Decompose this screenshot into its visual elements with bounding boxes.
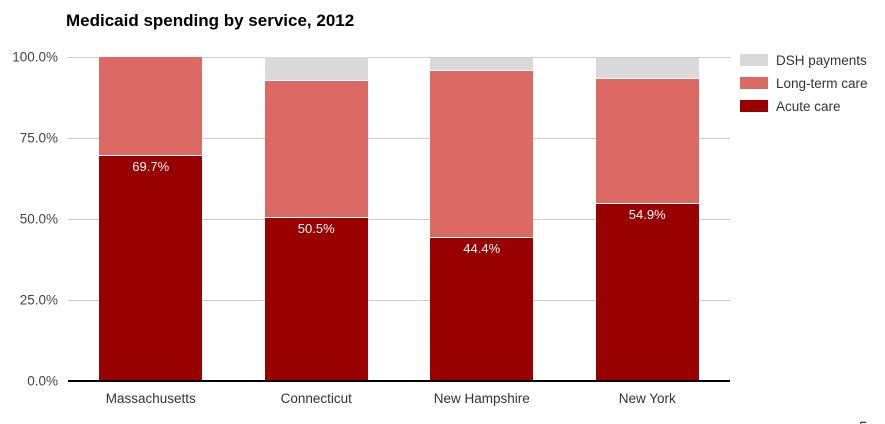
x-axis-category-label-new-hampshire: New Hampshire xyxy=(433,391,530,406)
x-axis-line xyxy=(68,380,730,382)
legend-item-long-term-care: Long-term care xyxy=(740,75,880,91)
segment-acute-care-new-york[interactable]: 54.9% xyxy=(595,203,699,381)
bar-connecticut: 50.5% xyxy=(264,57,368,381)
segment-long-term-care-massachusetts[interactable] xyxy=(99,57,203,156)
gridline-25 xyxy=(68,300,730,301)
bar-slot-new-hampshire: 44.4% xyxy=(399,57,565,381)
bar-slot-connecticut: 50.5% xyxy=(234,57,400,381)
gridline-50 xyxy=(68,219,730,220)
segment-acute-care-connecticut[interactable]: 50.5% xyxy=(264,217,368,381)
x-axis-category-label-connecticut: Connecticut xyxy=(280,391,352,406)
bar-new-hampshire: 44.4% xyxy=(430,58,534,381)
x-axis-category-label-massachusetts: Massachusetts xyxy=(105,391,196,406)
legend-swatch-acute-care xyxy=(740,100,768,112)
legend-label: DSH payments xyxy=(776,52,867,68)
y-axis: 100.0% 75.0% 50.0% 25.0% 0.0% xyxy=(0,50,58,389)
chart-title: Medicaid spending by service, 2012 xyxy=(66,11,355,30)
legend-item-dsh-payments: DSH payments xyxy=(740,52,880,68)
segment-long-term-care-connecticut[interactable] xyxy=(264,80,368,218)
legend-swatch-dsh-payments xyxy=(740,54,768,66)
y-axis-tick-label: 75.0% xyxy=(19,130,58,146)
plot-area xyxy=(68,57,730,381)
bar-new-york: 54.9% xyxy=(595,58,699,381)
segment-acute-care-massachusetts[interactable]: 69.7% xyxy=(99,155,203,381)
legend-label: Acute care xyxy=(776,98,841,114)
segment-dsh-payments-new-hampshire[interactable] xyxy=(430,58,534,70)
segment-dsh-payments-connecticut[interactable] xyxy=(264,57,368,80)
bar-value-label: 44.4% xyxy=(463,241,501,257)
gridline-100 xyxy=(68,57,730,58)
legend: DSH payments Long-term care Acute care xyxy=(740,52,880,123)
x-axis-category-labels: Massachusetts Connecticut New Hampshire New… xyxy=(68,391,730,406)
x-axis-category-label-new-york: New York xyxy=(618,391,676,406)
y-axis-tick-label: 100.0% xyxy=(12,49,58,65)
bar-slot-massachusetts: 69.7% xyxy=(68,57,234,381)
legend-item-acute-care: Acute care xyxy=(740,98,880,114)
y-axis-tick-label: 25.0% xyxy=(19,292,58,308)
bar-value-label: 50.5% xyxy=(297,221,335,237)
bars-row: 69.7% 50.5% 44.4% 54.9% xyxy=(68,57,730,381)
legend-swatch-long-term-care xyxy=(740,77,768,89)
segment-acute-care-new-hampshire[interactable]: 44.4% xyxy=(430,237,534,381)
y-axis-tick-label: 50.0% xyxy=(19,211,58,227)
bar-massachusetts: 69.7% xyxy=(99,57,203,381)
bar-value-label: 54.9% xyxy=(628,207,666,223)
y-axis-tick-label: 0.0% xyxy=(27,373,58,389)
segment-long-term-care-new-york[interactable] xyxy=(595,77,699,204)
bar-slot-new-york: 54.9% xyxy=(565,57,731,381)
gridline-75 xyxy=(68,138,730,139)
legend-label: Long-term care xyxy=(776,75,868,91)
segment-dsh-payments-new-york[interactable] xyxy=(595,58,699,78)
segment-long-term-care-new-hampshire[interactable] xyxy=(430,69,534,238)
bar-value-label: 69.7% xyxy=(132,159,170,175)
